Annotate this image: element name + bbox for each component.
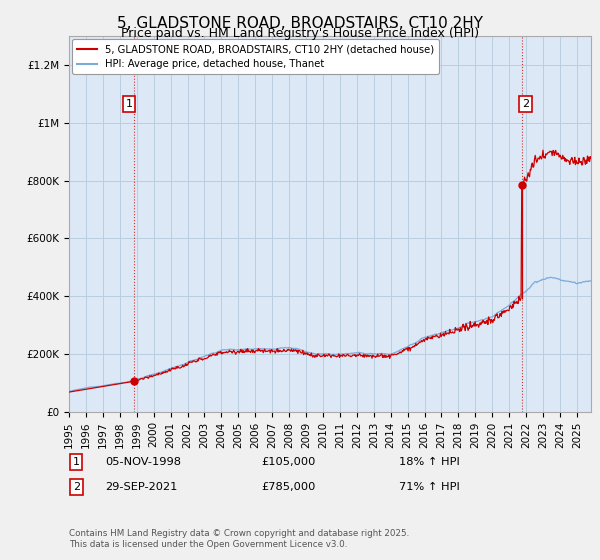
Text: 2: 2: [73, 482, 80, 492]
Text: 71% ↑ HPI: 71% ↑ HPI: [399, 482, 460, 492]
Legend: 5, GLADSTONE ROAD, BROADSTAIRS, CT10 2HY (detached house), HPI: Average price, d: 5, GLADSTONE ROAD, BROADSTAIRS, CT10 2HY…: [72, 39, 439, 74]
Text: 2: 2: [522, 99, 529, 109]
Text: Price paid vs. HM Land Registry's House Price Index (HPI): Price paid vs. HM Land Registry's House …: [121, 27, 479, 40]
Text: Contains HM Land Registry data © Crown copyright and database right 2025.
This d: Contains HM Land Registry data © Crown c…: [69, 529, 409, 549]
Text: 1: 1: [125, 99, 133, 109]
Text: 1: 1: [73, 457, 80, 467]
Text: £105,000: £105,000: [261, 457, 316, 467]
Text: 29-SEP-2021: 29-SEP-2021: [105, 482, 178, 492]
Text: 18% ↑ HPI: 18% ↑ HPI: [399, 457, 460, 467]
Text: 5, GLADSTONE ROAD, BROADSTAIRS, CT10 2HY: 5, GLADSTONE ROAD, BROADSTAIRS, CT10 2HY: [117, 16, 483, 31]
Text: £785,000: £785,000: [261, 482, 316, 492]
Text: 05-NOV-1998: 05-NOV-1998: [105, 457, 181, 467]
